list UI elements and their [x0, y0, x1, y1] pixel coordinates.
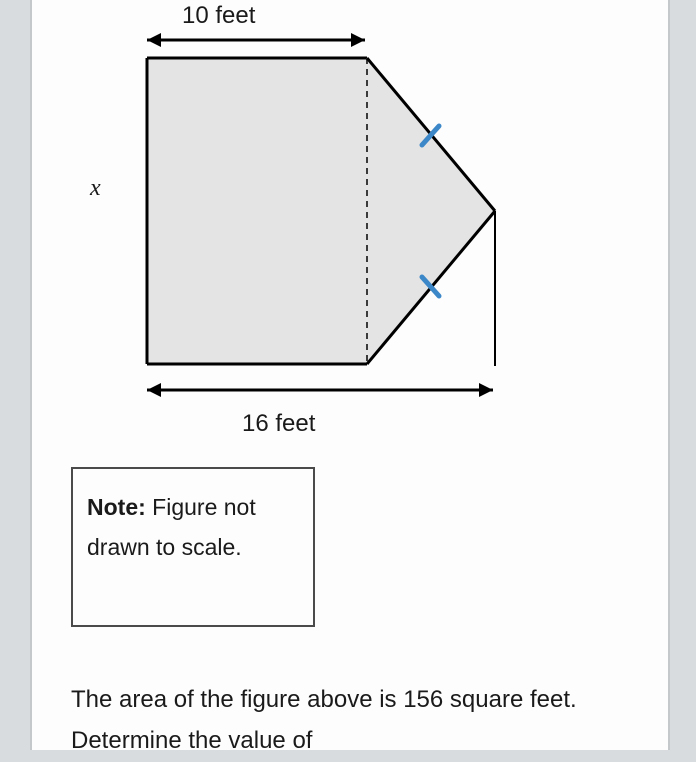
content-panel: 10 feet x 16 feet Note: Figure not drawn	[30, 0, 670, 750]
top-measurement-label: 10 feet	[182, 2, 255, 30]
note-label: Note:	[87, 494, 146, 520]
bottom-measurement-label: 16 feet	[242, 410, 315, 438]
note-text: Note: Figure not drawn to scale.	[87, 487, 301, 568]
top-dimension-arrow	[145, 30, 367, 50]
geometry-figure	[145, 56, 499, 366]
question-text: The area of the figure above is 156 squa…	[71, 680, 661, 762]
bottom-dimension-arrow	[145, 380, 495, 400]
x-variable-label: x	[90, 175, 101, 202]
note-box: Note: Figure not drawn to scale.	[71, 467, 315, 627]
